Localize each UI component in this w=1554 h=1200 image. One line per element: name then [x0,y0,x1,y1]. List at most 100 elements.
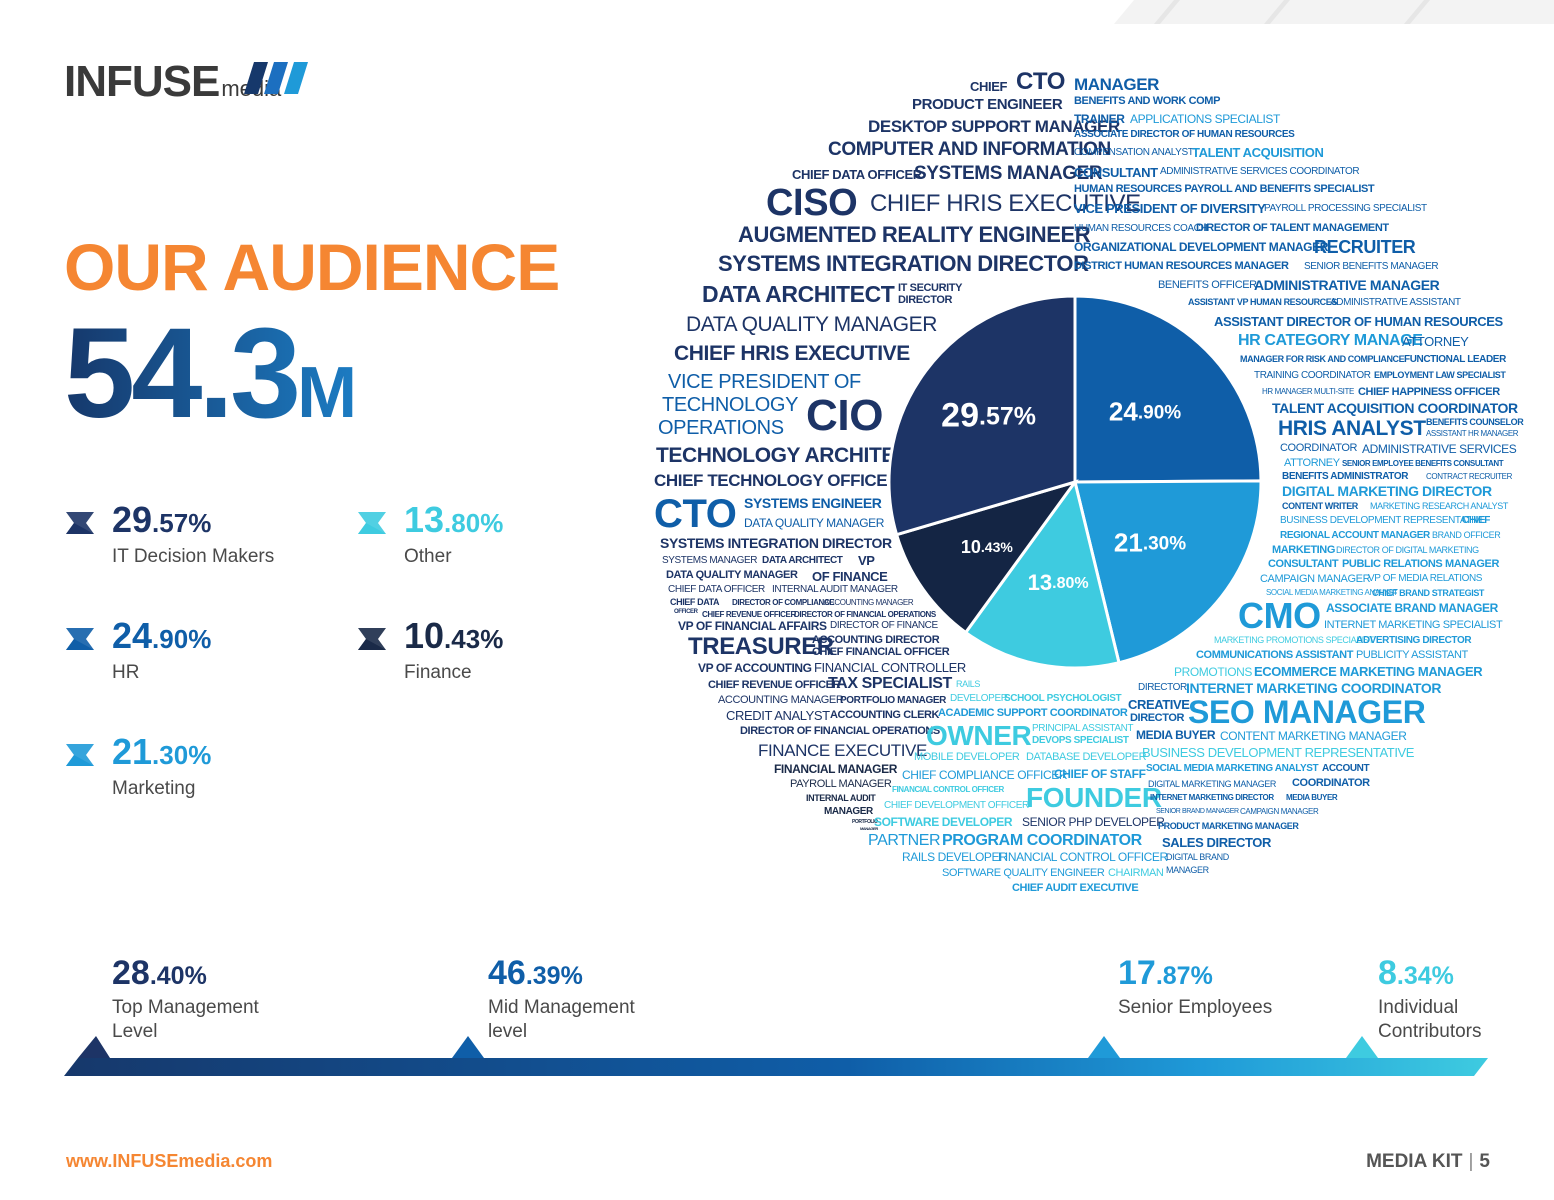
word-cloud-term: CIO [806,391,884,440]
word-cloud-term: SOFTWARE DEVELOPER [874,815,1013,829]
word-cloud-term: ASSISTANT DIRECTOR OF HUMAN RESOURCES [1214,314,1503,329]
word-cloud-term: FINANCIAL MANAGER [774,762,897,776]
word-cloud-term: MANAGER FOR RISK AND COMPLIANCE [1240,354,1405,364]
segment-percent-int: 29 [112,499,153,540]
segment-percent-dec: .90% [152,624,212,654]
word-cloud-term: CONTRACT RECRUITER [1426,472,1512,481]
word-cloud-term: RAILS [956,679,981,689]
word-cloud-term: REGIONAL ACCOUNT MANAGER [1280,530,1430,541]
pie-label-int: 21 [1114,527,1143,557]
footer-url-link[interactable]: www.INFUSEmedia.com [66,1151,273,1171]
word-cloud-term: ACCOUNTING DIRECTOR [812,634,940,646]
pie-label-dec: .57% [979,402,1036,430]
word-cloud-term: VP [858,553,875,568]
level-percent-int: 8 [1378,954,1397,992]
word-cloud-term: TAX SPECIALIST [828,675,952,692]
segment-percent: 13.80% [404,502,503,538]
word-cloud-term: DIGITAL BRAND [1166,852,1229,862]
word-cloud-term: ASSISTANT VP HUMAN RESOURCES [1188,297,1337,307]
word-cloud-term: CHIEF HRIS EXECUTIVE [674,342,910,365]
word-cloud-term: BENEFITS ADMINISTRATOR [1282,471,1409,482]
word-cloud-term: PAYROLL PROCESSING SPECIALIST [1264,203,1427,214]
word-cloud-term: CMO [1238,595,1321,636]
word-cloud-term: VICE PRESIDENT OF DIVERSITY [1074,201,1266,216]
pie-slice-hr [1073,294,1263,484]
word-cloud-term: MARKETING RESEARCH ANALYST [1370,501,1508,511]
word-cloud-term: INTERNET MARKETING COORDINATOR [1186,680,1442,696]
audience-total: 54.3M [64,310,357,438]
word-cloud-term: CHIEF DATA OFFICER [792,167,922,182]
word-cloud-term: MARKETING PROMOTIONS SPECIALIST [1214,635,1374,645]
word-cloud-term: PUBLIC RELATIONS MANAGER [1342,558,1500,570]
word-cloud-term: CONTENT WRITER [1282,501,1358,511]
word-cloud-term: DIRECTOR [898,294,953,306]
word-cloud-term: IT SECURITY [898,282,963,294]
chevron-icon [66,628,94,650]
word-cloud-term: ADMINISTRATIVE MANAGER [1254,277,1440,293]
word-cloud-term: CONSULTANT [1074,165,1158,180]
word-cloud-term: TRAINING COORDINATOR [1254,370,1371,381]
word-cloud-term: DIRECTOR [1130,712,1185,724]
word-cloud-term: SOFTWARE QUALITY ENGINEER [942,867,1105,879]
word-cloud-term: PORTFOLIO MANAGER [840,695,946,706]
job-title-word-cloud: CHIEF CTO MANAGER PRODUCT ENGINEER BENEFITS … [640,60,1524,910]
word-cloud-term: TECHNOLOGY ARCHITECT [656,444,923,467]
infuse-media-logo[interactable]: INFUSEmedia [64,57,308,106]
word-cloud-term: SYSTEMS ENGINEER [744,495,882,511]
level-marker-individual [1346,1036,1378,1058]
word-cloud-term: TREASURER [688,633,834,660]
pie-slice-other [963,478,1121,670]
word-cloud-term: PAYROLL MANAGER [790,778,892,790]
word-cloud-term: COORDINATOR [1280,442,1358,454]
level-percent-int: 28 [112,954,150,992]
word-cloud-term: FUNCTIONAL LEADER [1404,354,1506,365]
page-number: 5 [1479,1151,1490,1172]
word-cloud-term: MANAGER [860,826,878,831]
word-cloud-term: BENEFITS OFFICER [1158,279,1257,291]
word-cloud-term: ECOMMERCE MARKETING MANAGER [1254,664,1483,679]
footer-page-label: MEDIA KIT | 5 [1366,1151,1490,1173]
word-cloud-term: CHIEF TECHNOLOGY OFFICER [654,471,900,490]
level-label: Senior Employees [1118,997,1273,1018]
pie-label-dec: .30% [1143,533,1186,554]
word-cloud-term: CHIEF BRAND STRATEGIST [1372,588,1485,598]
word-cloud-term: CHIEF [970,79,1008,94]
word-cloud-term: ACCOUNTING MANAGER [824,598,914,607]
word-cloud-term: COMPUTER AND INFORMATION [828,139,1111,160]
word-cloud-term: TALENT ACQUISITION [1192,145,1324,160]
word-cloud-term: PRODUCT MARKETING MANAGER [1158,821,1299,831]
word-cloud-term: CHIEF FINANCIAL OFFICER [812,646,950,658]
word-cloud-term: SYSTEMS INTEGRATION DIRECTOR [660,535,892,551]
word-cloud-term: VP OF MEDIA RELATIONS [1368,573,1483,584]
word-cloud-term: CHIEF COMPLIANCE OFFICER [902,768,1068,782]
segment-percent-dec: .30% [152,740,212,770]
word-cloud-term: CTO [1016,68,1066,95]
chevron-icon [358,628,386,650]
pie-label-int: 10 [961,537,981,557]
pie-label-int: 13 [1028,570,1052,595]
word-cloud-term: SYSTEMS INTEGRATION DIRECTOR [718,251,1089,276]
segment-percent: 29.57% [112,502,211,538]
segment-percent-int: 10 [404,615,445,656]
word-cloud-term: MANAGER [1074,75,1160,94]
word-cloud-term: DATA ARCHITECT [702,281,895,307]
level-percent-dec: .39% [525,962,583,990]
media-kit-label: MEDIA KIT [1366,1151,1463,1172]
word-cloud-term: SALES DIRECTOR [1162,835,1272,850]
word-cloud-term: DIRECTOR OF DIGITAL MARKETING [1336,545,1479,555]
word-cloud-term: DIRECTOR OF FINANCIAL OPERATIONS [794,610,936,619]
word-cloud-term: OPERATIONS [658,417,784,439]
chevron-icon [358,512,386,534]
word-cloud-term: COORDINATOR [1292,777,1370,789]
logo-word: INFUSE [64,57,220,106]
word-cloud-term: SENIOR BRAND MANAGER [1156,808,1239,815]
word-cloud-term: SYSTEMS MANAGER [914,163,1103,184]
word-cloud-term: FINANCIAL CONTROL OFFICER [998,850,1168,864]
segment-percent-int: 24 [112,615,153,656]
word-cloud-term: RECRUITER [1314,237,1416,257]
word-cloud-term: TALENT ACQUISITION COORDINATOR [1272,400,1518,416]
word-cloud-term: MANAGER [824,806,873,817]
word-cloud-term: BENEFITS AND WORK COMP [1074,95,1221,107]
segment-percent-dec: .43% [444,624,504,654]
word-cloud-term: CHIEF OF STAFF [1054,767,1146,781]
